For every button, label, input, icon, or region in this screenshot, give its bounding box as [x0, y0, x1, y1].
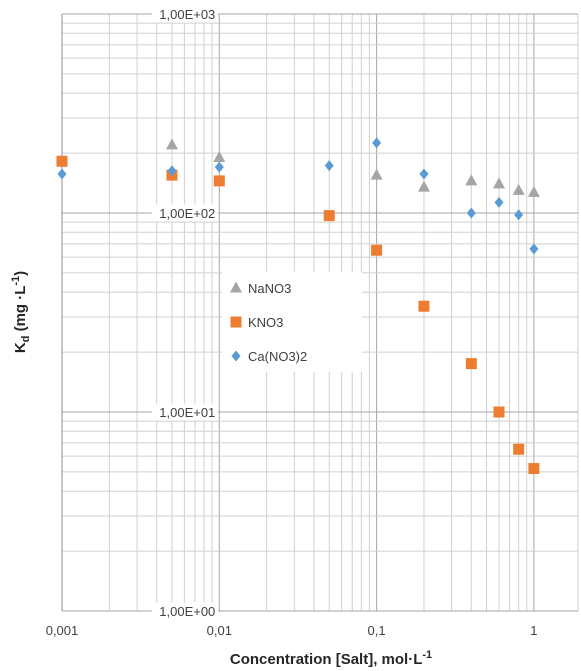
- legend-marker-square: [230, 316, 242, 328]
- y-tick-label: 1,00E+01: [159, 405, 215, 420]
- point-nano3: [465, 174, 478, 186]
- legend: NaNO3 KNO3 Ca(NO3)2: [222, 272, 362, 372]
- point-kno3: [513, 443, 525, 455]
- point-ca-no3-2: [419, 168, 429, 180]
- legend-label: Ca(NO3)2: [248, 349, 307, 364]
- y-tick-label-background: [151, 403, 218, 421]
- y-axis-title-superscript: -1: [10, 276, 22, 286]
- y-axis-title: Kd (mg ·L-1): [10, 271, 32, 353]
- legend-label: NaNO3: [248, 281, 291, 296]
- legend-marker-diamond: [231, 350, 241, 362]
- data-points: [56, 137, 540, 475]
- x-tick-label: 0,01: [207, 623, 232, 638]
- point-kno3: [323, 210, 335, 222]
- point-ca-no3-2: [466, 207, 476, 219]
- legend-marker-triangle: [230, 281, 242, 293]
- x-axis-title-main: Concentration [Salt], mol·L: [230, 651, 423, 668]
- point-kno3: [418, 300, 430, 312]
- y-tick-label: 1,00E+03: [159, 7, 215, 22]
- point-ca-no3-2: [324, 160, 334, 172]
- point-kno3: [528, 463, 540, 475]
- x-tick-label: 0,001: [46, 623, 79, 638]
- point-ca-no3-2: [514, 209, 524, 221]
- point-nano3: [370, 168, 383, 180]
- grid: [61, 13, 579, 612]
- point-kno3: [465, 358, 477, 370]
- x-axis-title-superscript: -1: [422, 649, 432, 661]
- point-ca-no3-2: [214, 161, 224, 173]
- point-kno3: [56, 155, 68, 167]
- point-kno3: [213, 175, 225, 187]
- point-ca-no3-2: [57, 168, 67, 180]
- y-axis-title-unit: (mg ·L: [12, 286, 29, 336]
- point-nano3: [165, 138, 178, 150]
- x-tick-label: 1: [530, 623, 537, 638]
- point-ca-no3-2: [529, 243, 539, 255]
- point-kno3: [493, 406, 505, 418]
- x-tick-labels: 0,001 0,01 0,1 1: [46, 623, 538, 638]
- point-ca-no3-2: [372, 137, 382, 149]
- y-tick-label-background: [151, 204, 218, 222]
- y-tick-label-background: [151, 5, 218, 23]
- y-axis-title-subscript: d: [20, 336, 32, 343]
- point-ca-no3-2: [494, 196, 504, 208]
- y-axis-title-main: K: [12, 342, 29, 353]
- legend-box: [222, 272, 362, 372]
- y-tick-label: 1,00E+00: [159, 604, 215, 619]
- point-nano3: [527, 185, 540, 197]
- point-nano3: [493, 177, 506, 189]
- point-nano3: [512, 183, 525, 195]
- y-tick-labels: 1,00E+00 1,00E+01 1,00E+02 1,00E+03: [151, 5, 218, 620]
- y-tick-label-background: [151, 602, 218, 620]
- y-tick-label: 1,00E+02: [159, 206, 215, 221]
- x-tick-label: 0,1: [368, 623, 386, 638]
- point-kno3: [371, 244, 383, 256]
- y-axis-title-close: ): [12, 271, 29, 276]
- point-ca-no3-2: [167, 165, 177, 177]
- point-nano3: [417, 180, 430, 192]
- point-nano3: [213, 151, 226, 163]
- x-axis-title: Concentration [Salt], mol·L-1: [230, 649, 432, 668]
- legend-label: KNO3: [248, 315, 283, 330]
